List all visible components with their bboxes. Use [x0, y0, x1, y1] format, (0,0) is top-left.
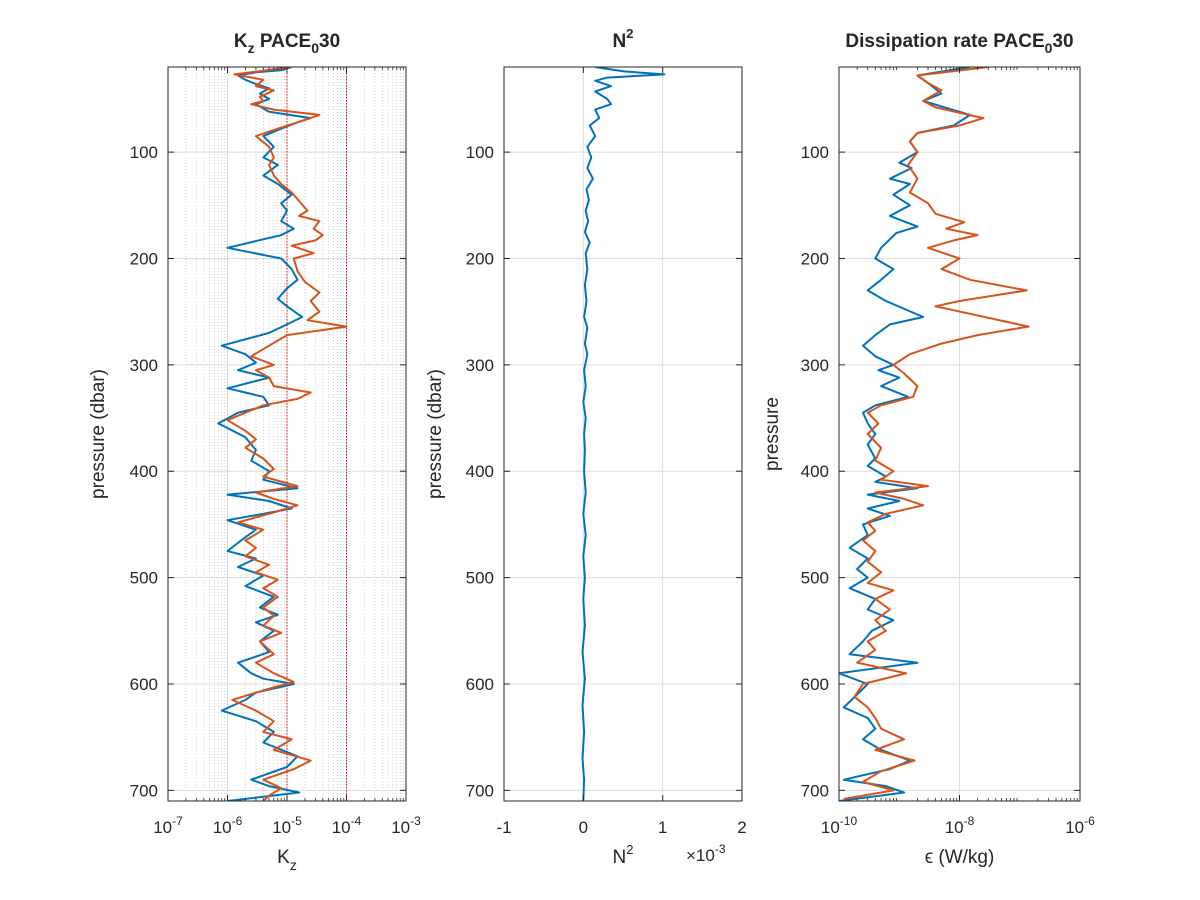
- x-axis-label: Kz: [277, 847, 297, 873]
- x-tick-label: 10-5: [272, 814, 302, 837]
- panel-dissipation: 10-10 10-8 10-6 100 200 300 400 500 600 700 Dissip…: [762, 31, 1095, 868]
- panel-kz: 10-7 10-6 10-5 10-4 10-3 100 200 300 400 500 600 70…: [88, 31, 421, 873]
- y-tick-label: 100: [801, 143, 829, 162]
- y-tick-label: 600: [466, 675, 494, 694]
- y-tick-label: 600: [130, 675, 158, 694]
- x-tick-label: 10-4: [332, 814, 362, 837]
- x-tick-label: 10-7: [153, 814, 183, 837]
- x-tick-label: -1: [496, 818, 511, 837]
- y-tick-label: 500: [801, 569, 829, 588]
- y-tick-label: 700: [801, 781, 829, 800]
- y-tick-label: 600: [801, 675, 829, 694]
- y-tick-label: 300: [466, 356, 494, 375]
- y-tick-label: 400: [466, 462, 494, 481]
- x-tick-label: 10-3: [391, 814, 421, 837]
- x-tick-label: 0: [579, 818, 588, 837]
- y-tick-label: 400: [130, 462, 158, 481]
- series-line-1: [839, 67, 972, 801]
- y-tick-label: 300: [801, 356, 829, 375]
- series-line-2: [843, 67, 1030, 800]
- y-tick-label: 700: [466, 781, 494, 800]
- x-tick-label: 2: [737, 818, 746, 837]
- y-tick-label: 200: [801, 249, 829, 268]
- x-tick-label: 1: [658, 818, 667, 837]
- y-axis-label: pressure: [762, 397, 783, 471]
- y-tick-label: 200: [130, 249, 158, 268]
- x-tick-label: 10-8: [945, 814, 975, 837]
- y-tick-label: 500: [466, 569, 494, 588]
- y-tick-label: 700: [130, 781, 158, 800]
- chart-title: N2: [613, 26, 634, 52]
- x-axis-multiplier: ×10-3: [686, 842, 726, 865]
- chart-title: Dissipation rate PACE030: [845, 31, 1073, 56]
- x-tick-label: 10-10: [821, 814, 858, 837]
- y-axis-label: pressure (dbar): [88, 369, 109, 499]
- y-tick-label: 100: [466, 143, 494, 162]
- x-tick-label: 10-6: [1065, 814, 1095, 837]
- y-axis-label: pressure (dbar): [425, 369, 446, 499]
- chart-title: Kz PACE030: [234, 31, 340, 56]
- series-line-1: [217, 67, 312, 801]
- y-tick-label: 400: [801, 462, 829, 481]
- y-tick-label: 100: [130, 143, 158, 162]
- x-tick-label: 10-6: [213, 814, 243, 837]
- x-axis-label: N2: [613, 842, 634, 868]
- x-axis-label: ϵ (W/kg): [925, 847, 995, 868]
- series-line-1: [581, 67, 666, 801]
- panel-n2: -1 0 1 2 100 200 300 400 500 600 700 N2 N2 ×10-3 press…: [425, 26, 747, 868]
- y-tick-label: 200: [466, 249, 494, 268]
- y-tick-label: 300: [130, 356, 158, 375]
- grid: [503, 67, 743, 801]
- y-tick-label: 500: [130, 569, 158, 588]
- series-line-2: [226, 67, 348, 801]
- axes-box: [503, 66, 743, 802]
